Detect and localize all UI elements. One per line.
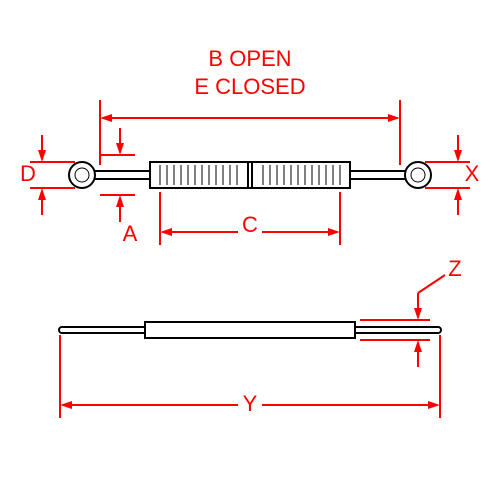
label-d: D — [20, 161, 36, 186]
label-e-closed: E CLOSED — [194, 74, 305, 99]
label-z: Z — [448, 256, 461, 281]
dim-a — [100, 128, 135, 222]
turnbuckle-diagram: B OPEN E CLOSED — [0, 0, 500, 500]
threads-right — [263, 165, 340, 185]
label-y: Y — [243, 391, 258, 416]
label-a: A — [123, 221, 138, 246]
label-x: X — [465, 161, 480, 186]
label-b-open: B OPEN — [208, 46, 291, 71]
dim-b-span — [100, 100, 400, 165]
side-view — [59, 322, 441, 338]
threads-left — [160, 165, 237, 185]
dim-z — [360, 275, 445, 367]
label-c-fg: C — [242, 212, 258, 237]
top-view — [69, 162, 431, 188]
